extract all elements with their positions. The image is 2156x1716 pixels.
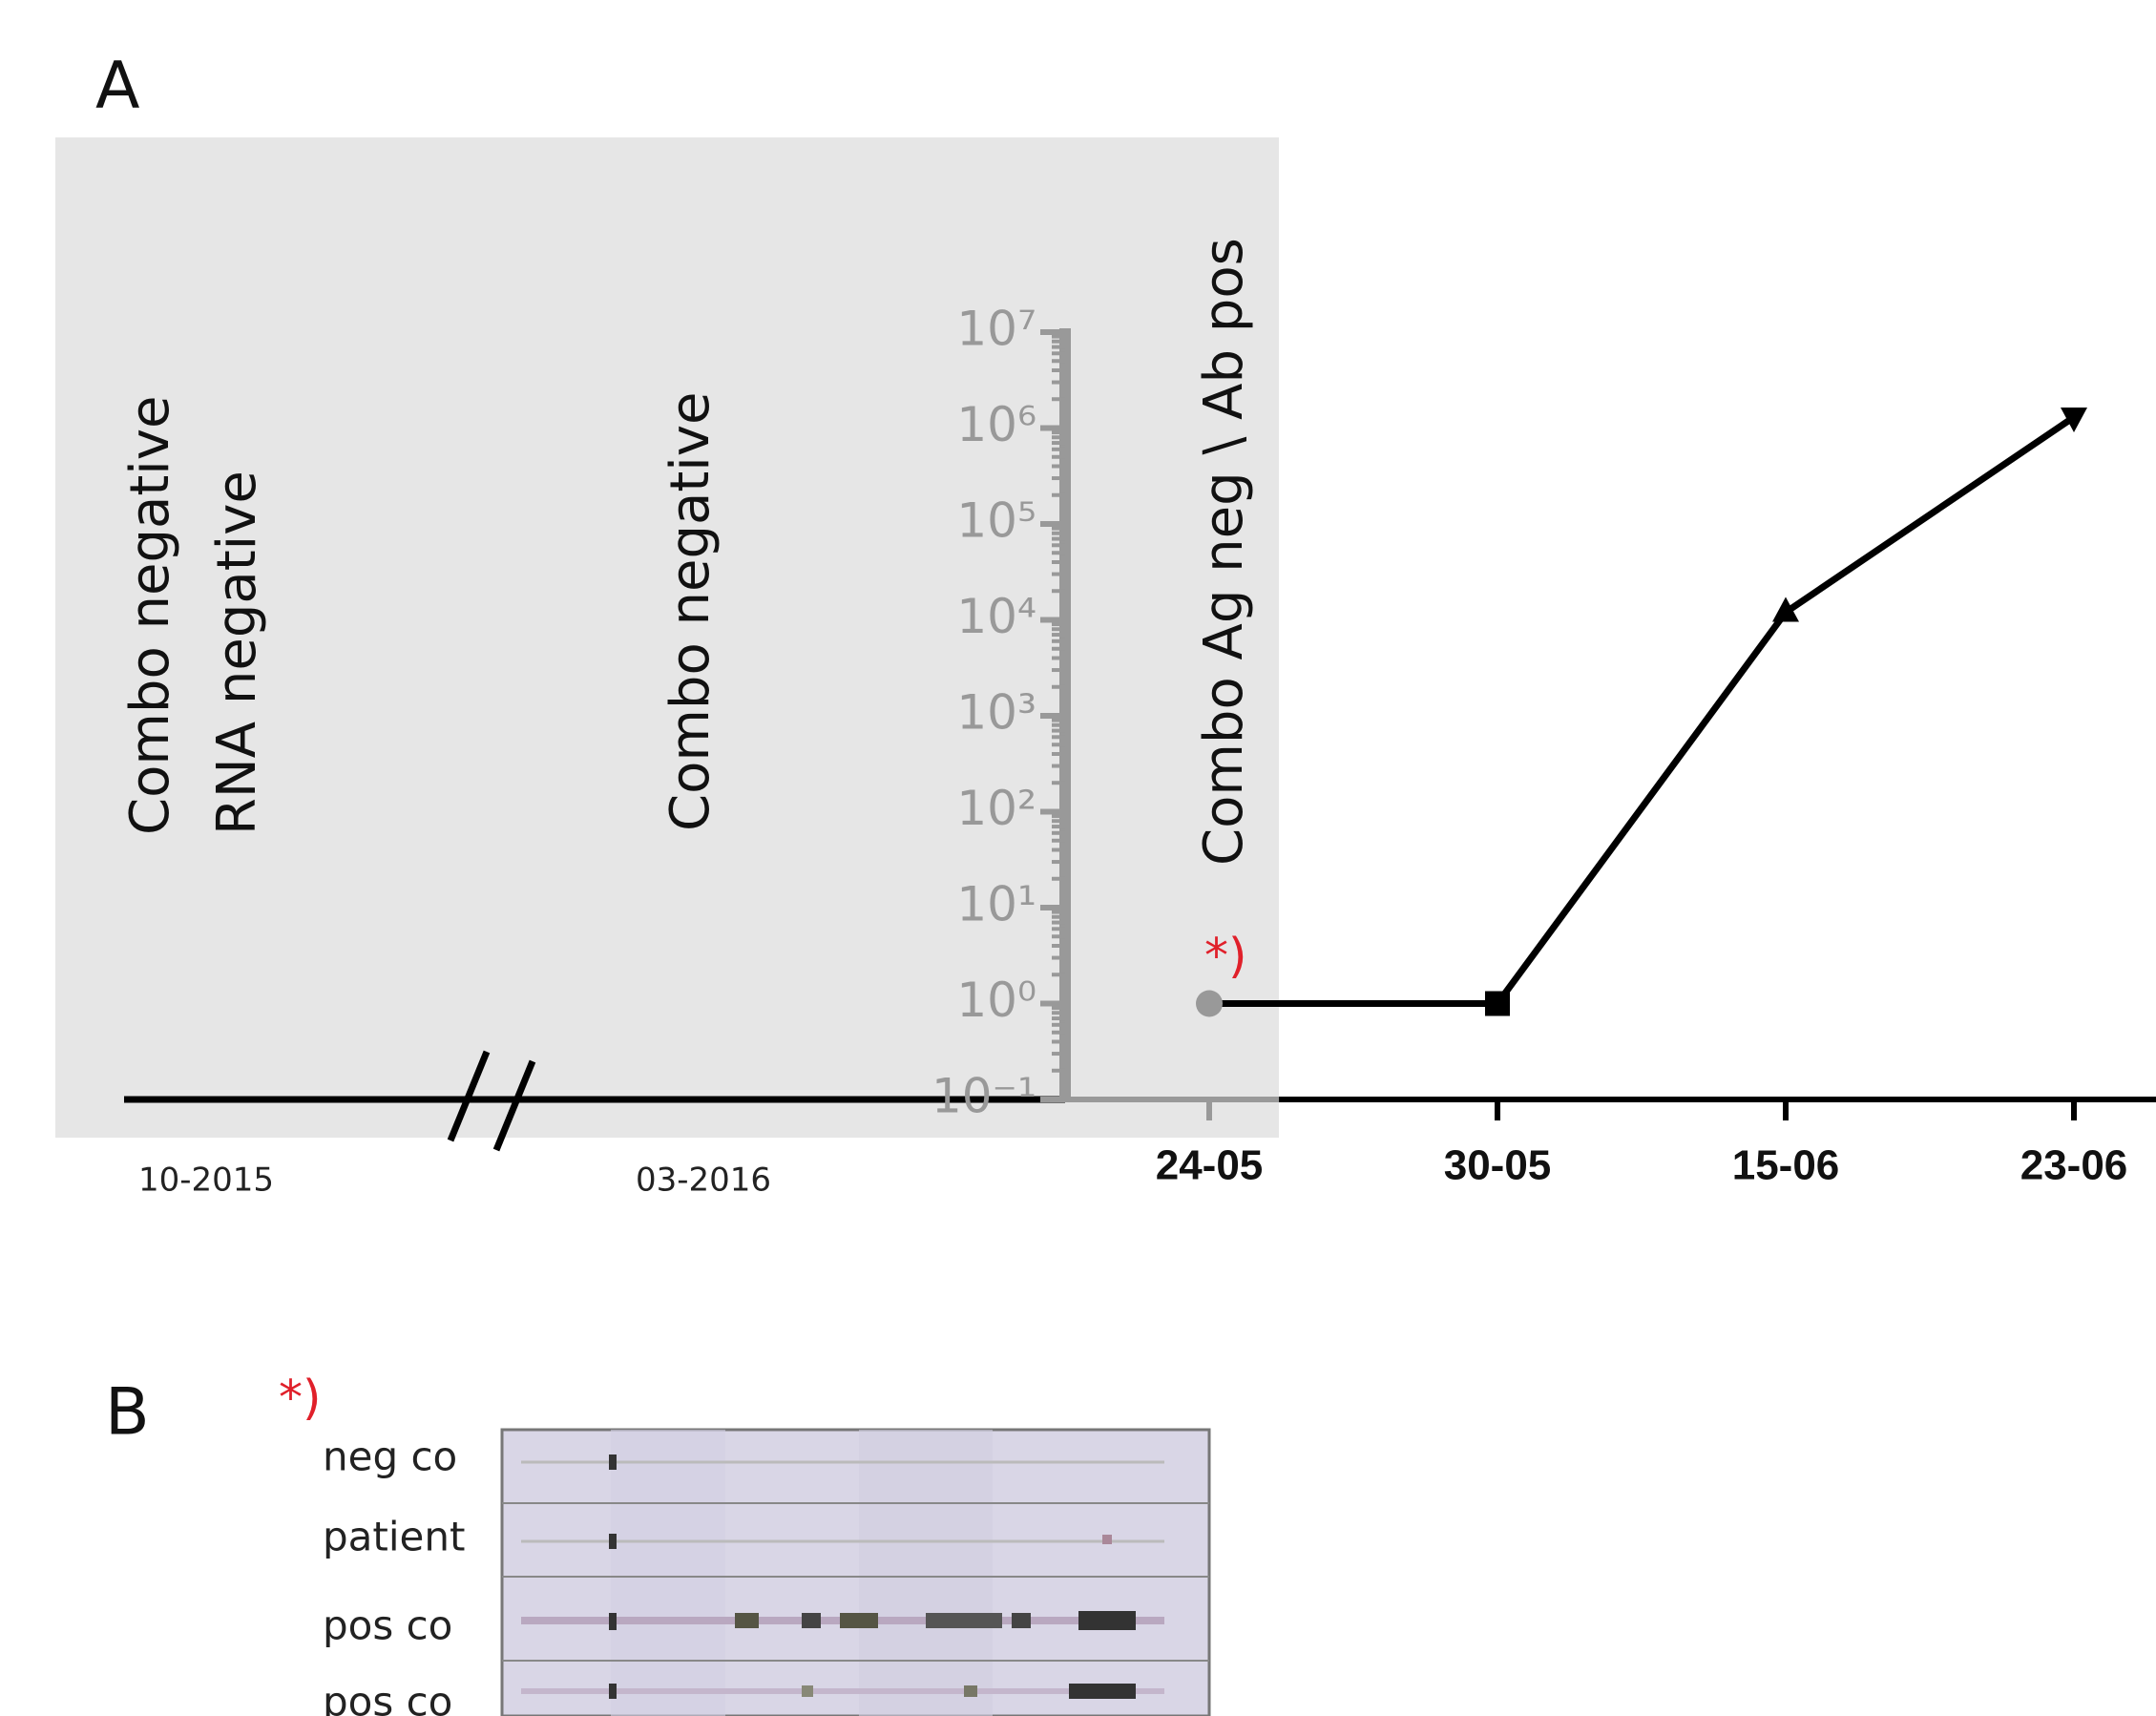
annotation: Combo Ag neg \ Ab pos xyxy=(1193,238,1255,866)
row-label: patient xyxy=(323,1514,465,1560)
earlier-date: 03-2016 xyxy=(636,1161,771,1200)
point xyxy=(2061,408,2087,433)
blot xyxy=(500,1428,1211,1716)
row-label: pos co xyxy=(323,1602,452,1649)
annotation: Combo negative xyxy=(659,392,722,831)
y-tick-label: 10⁻¹ xyxy=(931,1069,1036,1124)
line xyxy=(1209,414,2076,1007)
point xyxy=(1772,596,1799,622)
panel-label: B xyxy=(105,1375,150,1451)
y-tick-label: 10³ xyxy=(956,685,1036,741)
y-tick-label: 10² xyxy=(956,781,1036,836)
axis-break xyxy=(447,1050,491,1142)
asterisk-note: *) xyxy=(1204,929,1247,984)
y-tick-label: 10¹ xyxy=(956,877,1036,932)
x-tick-label: 30-05 xyxy=(1444,1142,1552,1189)
panel-label: A xyxy=(95,49,140,124)
y-tick-label: 10⁴ xyxy=(956,589,1036,644)
earlier-date: 10-2015 xyxy=(138,1161,274,1200)
y-tick-label: 10⁵ xyxy=(956,493,1036,549)
row-label: neg co xyxy=(323,1433,457,1480)
row-label: pos co xyxy=(323,1679,452,1716)
annotation: Combo negative xyxy=(119,396,181,835)
point xyxy=(1196,990,1223,1017)
x-tick-label: 15-06 xyxy=(1732,1142,1840,1189)
y-tick-label: 10⁶ xyxy=(956,397,1036,452)
y-tick-label: 10⁰ xyxy=(956,973,1036,1028)
axis-break xyxy=(492,1059,536,1152)
annotation: RNA negative xyxy=(206,471,268,835)
x-tick-label: 23-06 xyxy=(2020,1142,2128,1189)
point xyxy=(1485,991,1510,1016)
y-tick-label: 10⁷ xyxy=(956,302,1036,357)
x-tick-label: 24-05 xyxy=(1156,1142,1264,1189)
asterisk-note: *) xyxy=(279,1371,322,1426)
shaded-region xyxy=(55,137,1279,1138)
